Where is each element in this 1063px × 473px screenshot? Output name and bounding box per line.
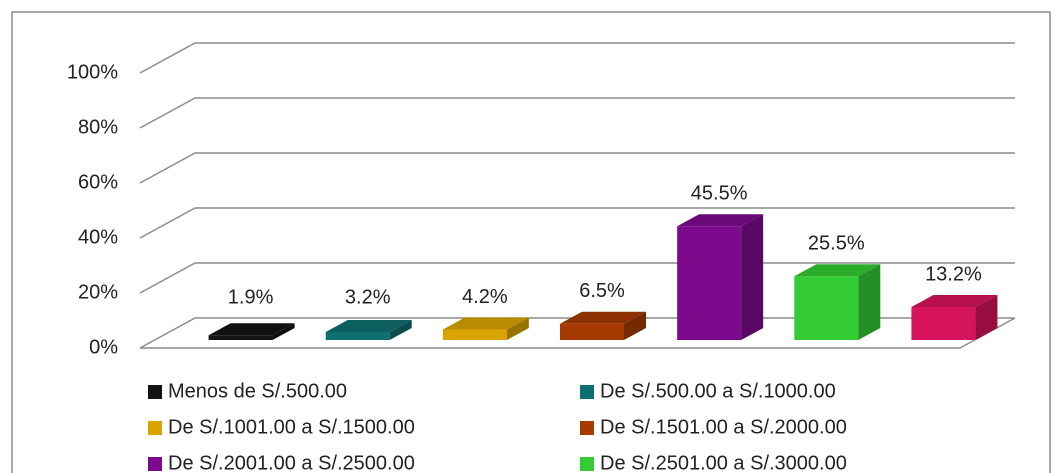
bar-top — [677, 214, 764, 227]
bar-side — [389, 320, 412, 340]
y-tick-label: 100% — [67, 61, 118, 83]
bar — [677, 226, 742, 340]
bar — [208, 335, 273, 340]
bar-side — [975, 295, 998, 340]
bar — [560, 323, 624, 340]
y-tick-label: 20% — [78, 281, 118, 303]
y-tick-label: 60% — [78, 171, 118, 193]
bar-top — [442, 317, 529, 330]
y-tick-label: 80% — [78, 116, 118, 138]
bar-side — [624, 311, 646, 340]
legend-swatch — [580, 421, 594, 435]
bar-side — [741, 214, 764, 340]
bar-side — [272, 323, 295, 340]
data-label: 13.2% — [925, 263, 982, 285]
bar-top — [325, 320, 412, 332]
legend-label: De S/.500.00 a S/.1000.00 — [600, 380, 836, 402]
legend-swatch — [580, 385, 594, 399]
chart-frame — [11, 11, 1051, 473]
bar-side — [506, 317, 529, 340]
data-label: 25.5% — [808, 233, 865, 255]
legend-label: Menos de S/.500.00 — [168, 380, 347, 402]
legend-swatch — [148, 385, 162, 399]
bar-top — [794, 264, 881, 277]
data-label: 6.5% — [579, 280, 625, 302]
grid-line — [139, 97, 1015, 129]
grid-line — [139, 207, 1015, 239]
legend-label: De S/.1001.00 a S/.1500.00 — [168, 416, 415, 438]
bar — [442, 329, 507, 340]
legend-label: De S/.2501.00 a S/.3000.00 — [600, 452, 847, 473]
y-tick-label: 40% — [78, 226, 118, 248]
legend-swatch — [148, 421, 162, 435]
bar-side — [858, 264, 881, 340]
grid-line — [139, 42, 1015, 74]
bar-top — [911, 295, 998, 307]
bar — [794, 276, 859, 340]
legend-swatch — [580, 457, 594, 471]
data-label: 3.2% — [345, 286, 391, 308]
legend-swatch — [148, 457, 162, 471]
bar — [911, 307, 976, 340]
bar-top — [560, 311, 646, 324]
legend-label: De S/.1501.00 a S/.2000.00 — [600, 416, 847, 438]
data-label: 45.5% — [691, 183, 748, 205]
y-tick-label: 0% — [89, 336, 118, 358]
data-label: 1.9% — [228, 286, 274, 308]
bar — [325, 332, 390, 340]
bar-top — [208, 323, 295, 336]
data-label: 4.2% — [462, 286, 508, 308]
legend-label: De S/.2001.00 a S/.2500.00 — [168, 452, 415, 473]
grid-line — [139, 152, 1015, 184]
